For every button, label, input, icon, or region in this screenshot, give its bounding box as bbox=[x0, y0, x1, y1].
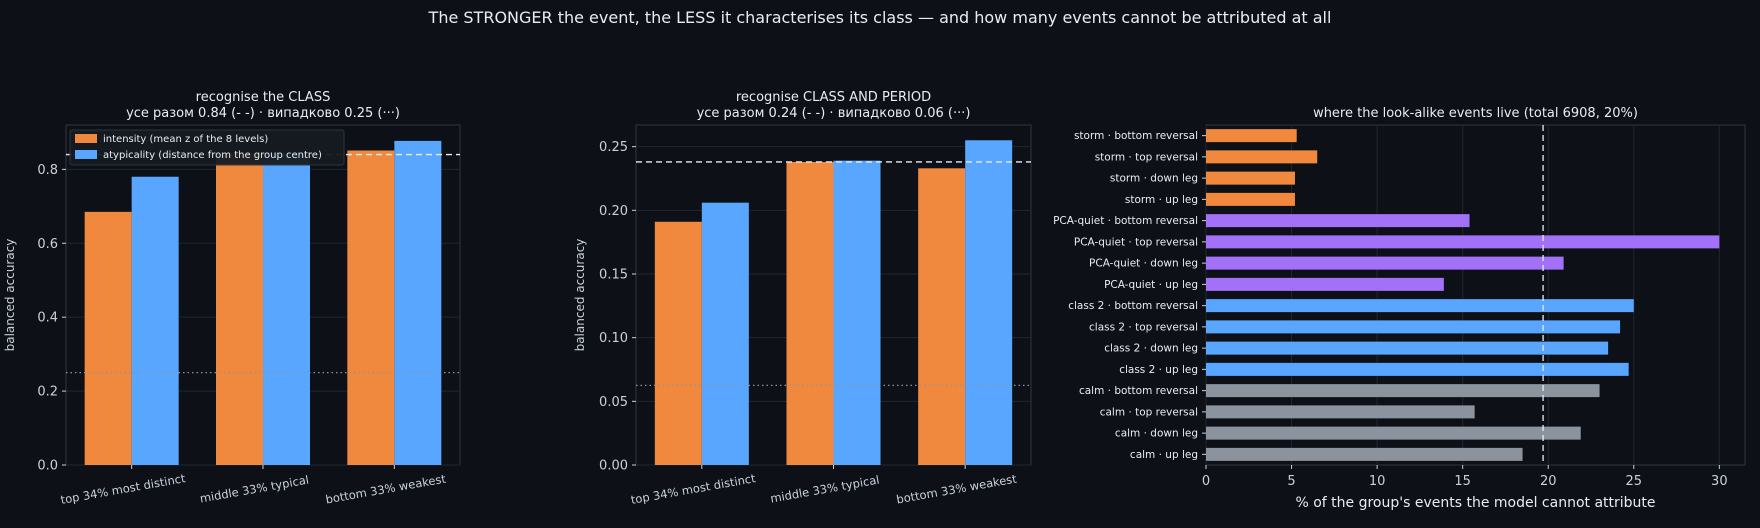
bar-calm bbox=[1206, 426, 1581, 440]
x-tick-label: 5 bbox=[1287, 474, 1295, 489]
bar-intensity bbox=[216, 153, 263, 465]
y-tick-label: PCA-quiet · down leg bbox=[1089, 258, 1198, 270]
x-tick-label: 15 bbox=[1454, 474, 1471, 489]
bar-pca-quiet bbox=[1206, 214, 1470, 228]
y-tick-label: 0.8 bbox=[37, 163, 58, 178]
panel-title: recognise the CLASS bbox=[196, 90, 331, 105]
y-tick-label: calm · down leg bbox=[1115, 428, 1198, 440]
y-tick-label: storm · up leg bbox=[1125, 194, 1198, 206]
x-tick-label: 10 bbox=[1369, 474, 1386, 489]
x-tick-label: 0 bbox=[1202, 474, 1210, 489]
y-tick-label: 0.6 bbox=[37, 237, 58, 252]
bar-intensity bbox=[918, 168, 966, 465]
bar-atypicality bbox=[131, 176, 179, 465]
y-tick-label: 0.4 bbox=[37, 311, 58, 326]
x-axis-label: % of the group's events the model cannot… bbox=[1295, 495, 1655, 511]
y-tick-label: class 2 · down leg bbox=[1104, 343, 1198, 355]
y-tick-label: PCA-quiet · top reversal bbox=[1074, 236, 1198, 248]
bar-atypicality bbox=[263, 152, 310, 465]
bar-calm bbox=[1206, 447, 1523, 461]
bar-class2 bbox=[1206, 362, 1629, 376]
x-tick-label: middle 33% typical bbox=[199, 473, 310, 506]
y-tick-label: 0.00 bbox=[599, 459, 628, 474]
bar-class2 bbox=[1206, 299, 1634, 313]
x-tick-label: bottom 33% weakest bbox=[324, 472, 447, 507]
bar-atypicality bbox=[965, 140, 1013, 466]
panel-subtitle: усе разом 0.24 (- -) · випадково 0.06 (·… bbox=[697, 106, 971, 121]
panel-title: where the look-alike events live (total … bbox=[1313, 106, 1638, 121]
y-tick-label: class 2 · bottom reversal bbox=[1068, 300, 1198, 312]
figure-title: The STRONGER the event, the LESS it char… bbox=[428, 8, 1332, 27]
bar-storm bbox=[1206, 150, 1318, 164]
bar-intensity bbox=[654, 221, 702, 465]
y-tick-label: storm · down leg bbox=[1110, 173, 1198, 185]
y-tick-label: 0.20 bbox=[599, 204, 628, 219]
bar-calm bbox=[1206, 384, 1600, 398]
y-tick-label: 0.25 bbox=[599, 140, 628, 155]
y-tick-label: 0.10 bbox=[599, 331, 628, 346]
x-tick-label: top 34% most distinct bbox=[60, 471, 187, 507]
panel-title: recognise CLASS AND PERIOD bbox=[736, 90, 931, 105]
bar-intensity bbox=[347, 150, 395, 465]
x-tick-label: 25 bbox=[1626, 474, 1643, 489]
legend-label-atypicality: atypicality (distance from the group cen… bbox=[103, 150, 322, 161]
legend-swatch-intensity bbox=[75, 134, 97, 143]
x-tick-label: bottom 33% weakest bbox=[895, 472, 1018, 507]
bar-atypicality bbox=[394, 140, 442, 466]
bar-intensity bbox=[786, 161, 834, 465]
legend-label-intensity: intensity (mean z of the 8 levels) bbox=[103, 134, 268, 145]
bar-pca-quiet bbox=[1206, 235, 1720, 249]
y-tick-label: class 2 · top reversal bbox=[1089, 321, 1198, 333]
y-tick-label: calm · bottom reversal bbox=[1079, 385, 1198, 397]
bar-storm bbox=[1206, 192, 1295, 206]
x-tick-label: middle 33% typical bbox=[769, 473, 880, 506]
y-tick-label: 0.05 bbox=[599, 395, 628, 410]
bar-calm bbox=[1206, 405, 1475, 419]
bar-storm bbox=[1206, 171, 1295, 185]
y-tick-label: 0.15 bbox=[599, 267, 628, 282]
y-tick-label: 0.0 bbox=[37, 459, 58, 474]
x-tick-label: 30 bbox=[1711, 474, 1728, 489]
x-tick-label: 20 bbox=[1540, 474, 1557, 489]
bar-atypicality bbox=[833, 160, 881, 465]
bar-pca-quiet bbox=[1206, 256, 1564, 270]
y-axis-label: balanced accuracy bbox=[3, 239, 17, 352]
y-tick-label: PCA-quiet · up leg bbox=[1104, 279, 1198, 291]
x-tick-label: top 34% most distinct bbox=[630, 471, 757, 507]
bar-class2 bbox=[1206, 341, 1609, 355]
legend-swatch-atypicality bbox=[75, 150, 97, 159]
bar-intensity bbox=[84, 211, 132, 465]
y-tick-label: PCA-quiet · bottom reversal bbox=[1053, 215, 1198, 227]
y-tick-label: calm · top reversal bbox=[1100, 406, 1198, 418]
y-tick-label: storm · bottom reversal bbox=[1074, 130, 1198, 142]
bar-storm bbox=[1206, 129, 1297, 143]
y-tick-label: class 2 · up leg bbox=[1119, 364, 1198, 376]
bar-pca-quiet bbox=[1206, 277, 1444, 291]
bar-atypicality bbox=[701, 202, 749, 465]
y-tick-label: calm · up leg bbox=[1130, 449, 1198, 461]
y-axis-label: balanced accuracy bbox=[573, 239, 587, 352]
panel-subtitle: усе разом 0.84 (- -) · випадково 0.25 (·… bbox=[126, 106, 400, 121]
bar-class2 bbox=[1206, 320, 1621, 334]
y-tick-label: 0.2 bbox=[37, 385, 58, 400]
legend-box bbox=[69, 129, 345, 166]
y-tick-label: storm · top reversal bbox=[1095, 151, 1198, 163]
